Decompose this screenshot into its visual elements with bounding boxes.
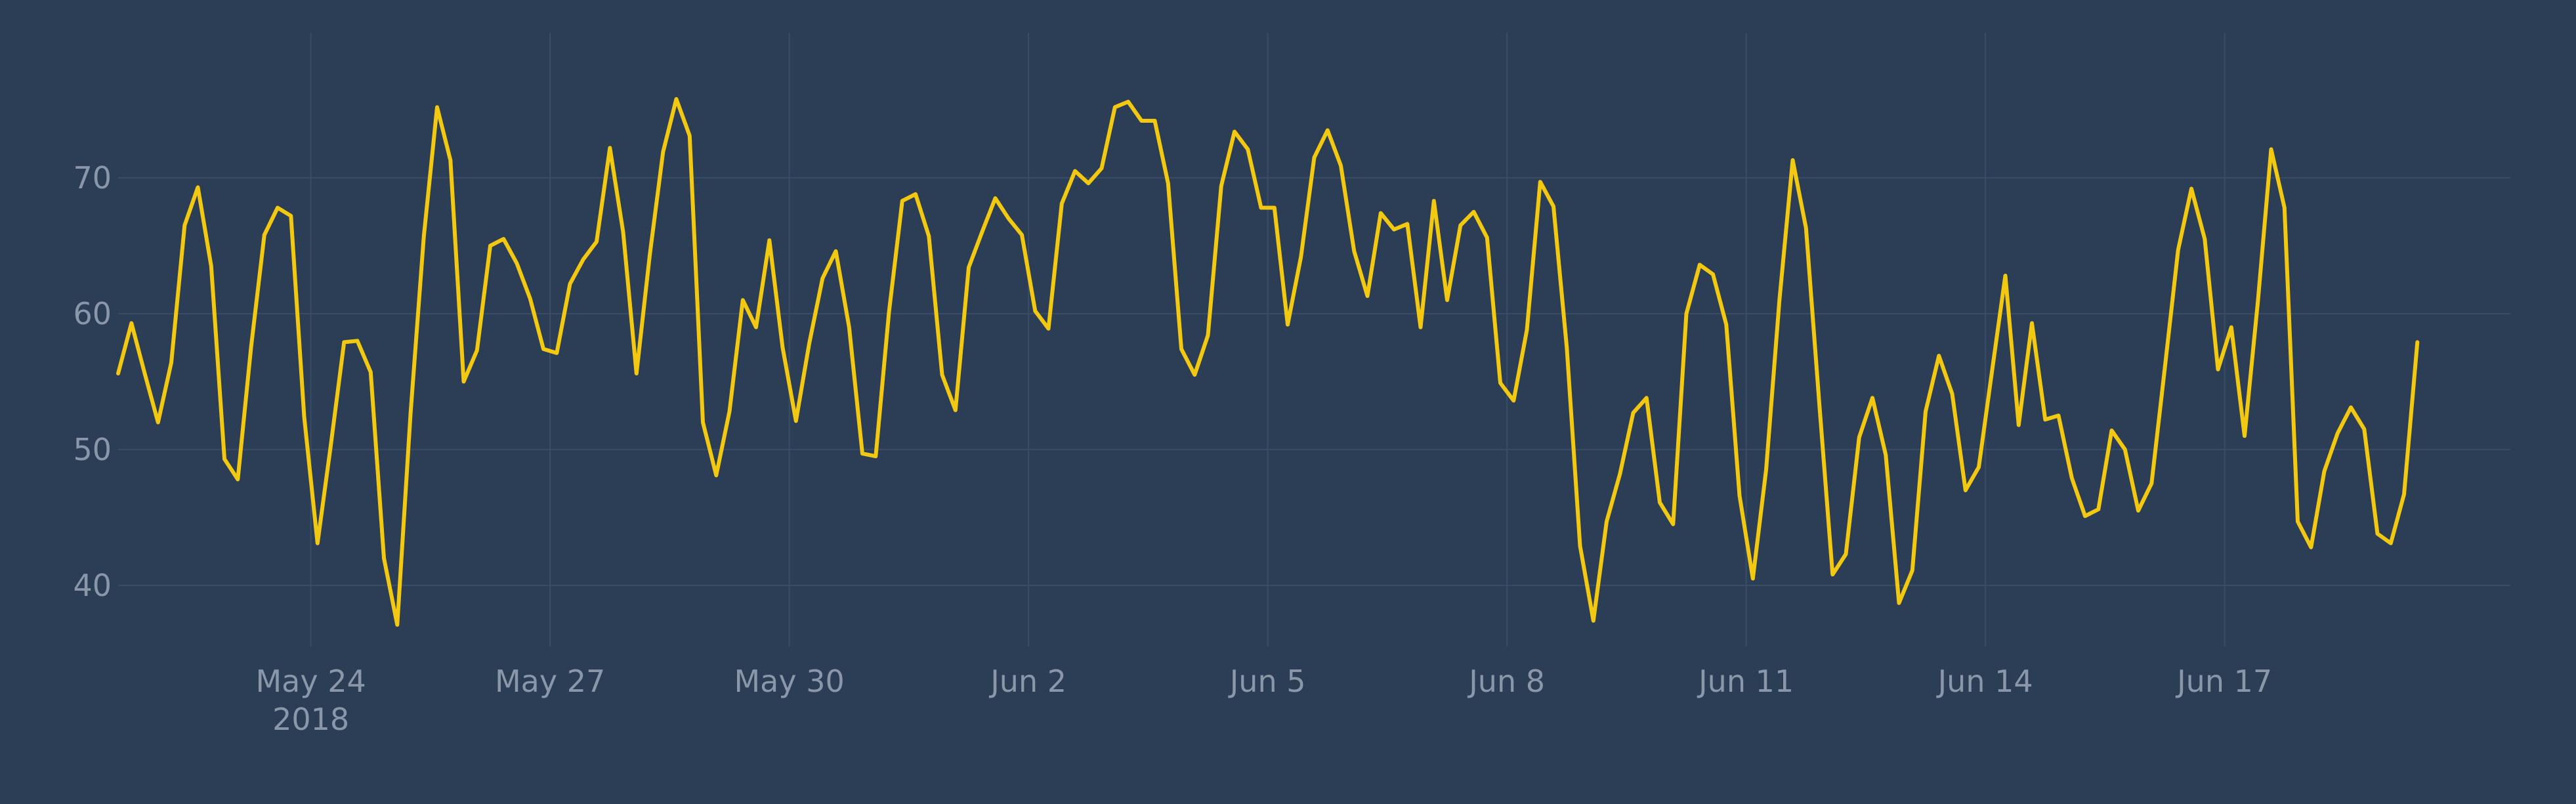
series-layer bbox=[116, 96, 2420, 627]
x-tick-label: Jun 17 bbox=[2175, 664, 2272, 699]
x-tick-label: Jun 14 bbox=[1936, 664, 2033, 699]
x-tick-label: May 27 bbox=[495, 664, 605, 699]
y-tick-label: 70 bbox=[73, 160, 112, 196]
y-tick-label: 50 bbox=[73, 432, 112, 467]
gridlines bbox=[118, 33, 2510, 646]
x-tick-label: Jun 8 bbox=[1467, 664, 1545, 699]
y-tick-label: 40 bbox=[73, 568, 112, 603]
x-tick-label: Jun 5 bbox=[1228, 664, 1306, 699]
y-axis-ticks: 40 50 60 70 bbox=[73, 160, 112, 603]
x-tick-label: Jun 11 bbox=[1697, 664, 1794, 699]
series-line bbox=[116, 96, 2420, 627]
x-tick-year-label: 2018 bbox=[272, 702, 349, 737]
y-tick-label: 60 bbox=[73, 296, 112, 331]
x-tick-label: May 24 bbox=[255, 664, 366, 699]
x-tick-label: May 30 bbox=[734, 664, 844, 699]
x-tick-label: Jun 2 bbox=[988, 664, 1066, 699]
